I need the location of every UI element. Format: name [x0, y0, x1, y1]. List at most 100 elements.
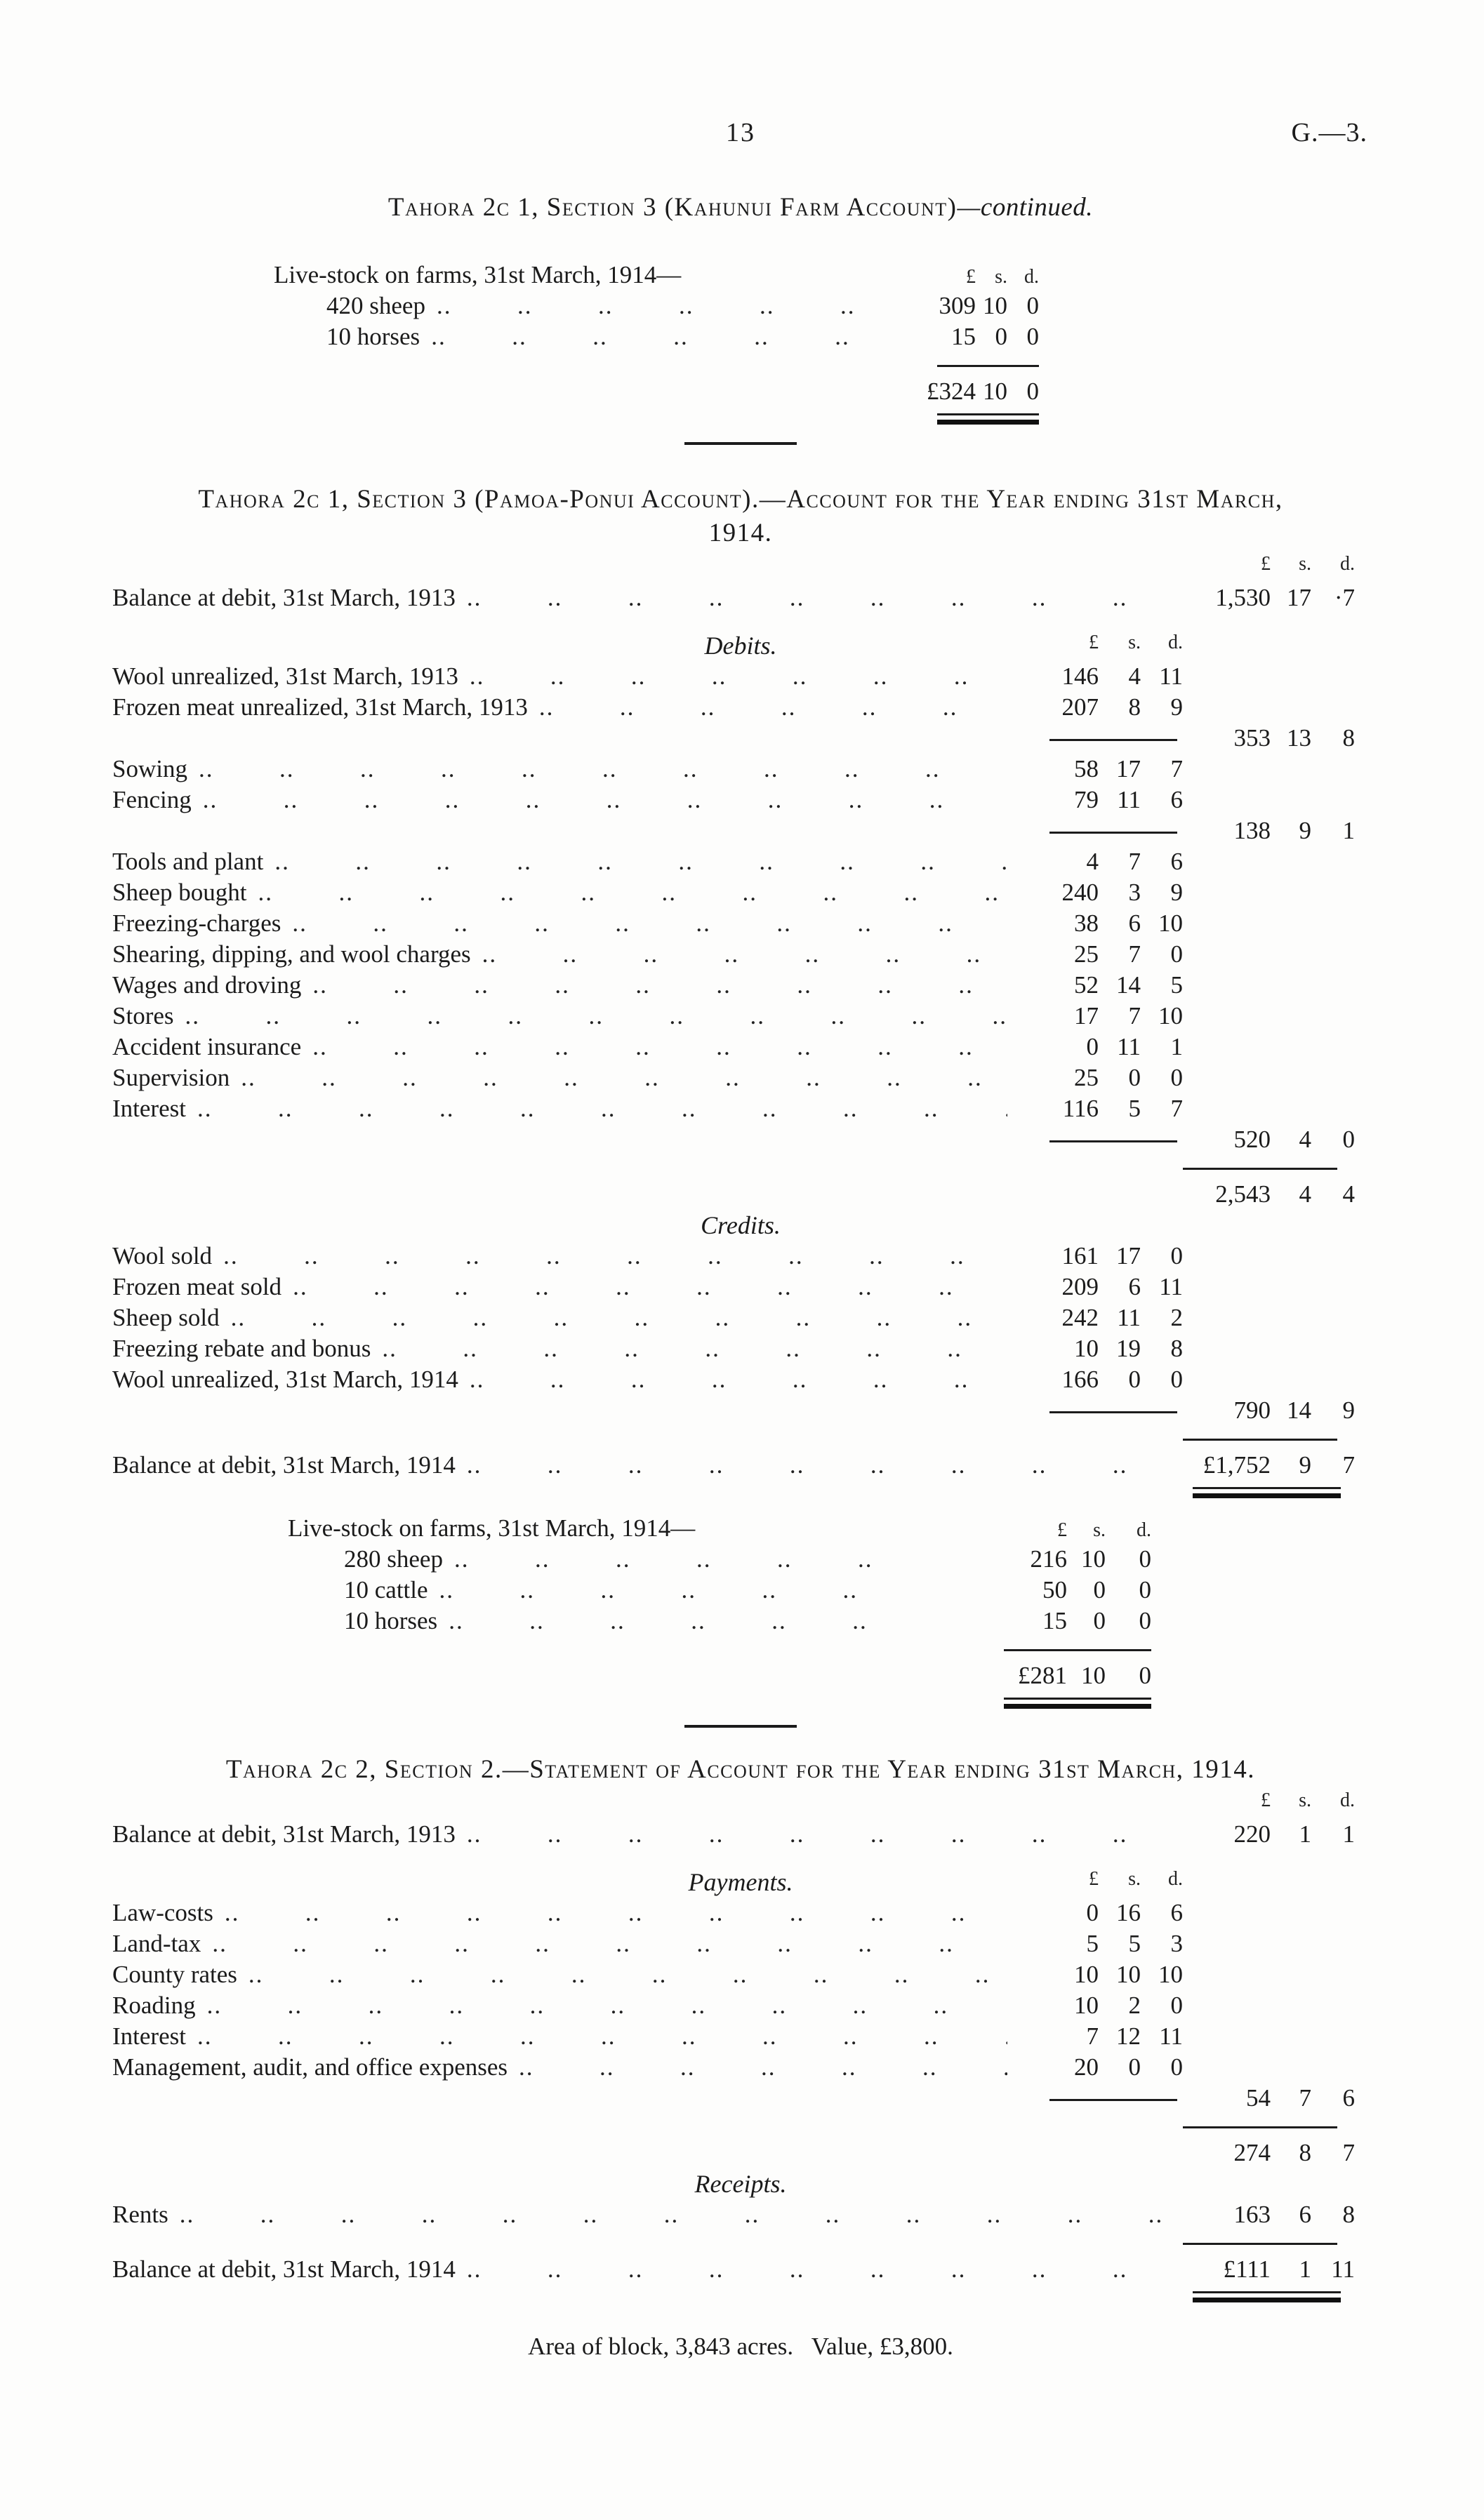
dot-leader: .. .. .. .. .. .. .. .. .. .. .. .. .. .… — [466, 1820, 1183, 1848]
label-cell: Management, audit, and office expenses..… — [112, 2053, 1007, 2081]
table-row: Wool unrealized, 31st March, 1914 .. .. .… — [112, 1366, 1369, 1396]
amount-cell: 11 — [1159, 662, 1183, 690]
amount-cell: 10 — [1116, 1961, 1141, 1988]
table-row: Sowing .. .. .. .. .. .. .. .. .. .. .. .… — [112, 755, 1369, 786]
label-cell: Wool unrealized, 31st March, 1914 .. .. .… — [112, 1366, 1007, 1394]
table-row: 2,543 4 4 — [112, 1180, 1369, 1211]
table-row — [112, 2115, 1369, 2139]
amount-cell: 11 — [1117, 786, 1141, 813]
dot-leader: .. .. .. .. .. .. .. .. .. .. .. .. .. .… — [466, 1451, 1183, 1479]
row-label: Fencing — [112, 786, 192, 813]
table-row: 280 sheep .. .. .. .. .. .. .. .. .. .. .… — [112, 1545, 1369, 1576]
rule-line — [1004, 1648, 1151, 1651]
row-label: County rates — [112, 1961, 237, 1988]
amount-cell: 9 — [1170, 879, 1184, 906]
row-label: Management, audit, and office expenses — [112, 2053, 508, 2081]
amount-cell: 6 — [1299, 2201, 1312, 2228]
label-cell: Supervision .. .. .. .. .. .. .. .. .. ..… — [112, 1064, 1007, 1092]
amount-cell: 7 — [1128, 1002, 1141, 1029]
row-label: Balance at debit, 31st March, 1914 — [112, 1451, 456, 1479]
table-row: 353 13 8 — [112, 724, 1369, 755]
amount-cell: 0 — [1026, 292, 1040, 319]
label-cell: Balance at debit, 31st March, 1914 .. .. … — [112, 2255, 1183, 2284]
label-cell: Shearing, dipping, and wool charges .. ..… — [112, 940, 1007, 968]
dot-leader: .. .. .. .. .. .. .. .. .. .. .. .. .. .… — [312, 1033, 1007, 1060]
dot-leader: .. .. .. .. .. .. .. .. .. .. .. .. .. .… — [198, 755, 1007, 782]
row-label: Freezing rebate and bonus — [112, 1335, 371, 1362]
title-line1: Tahora 2c 1, Section 3 (Pamoa-Ponui Acco… — [198, 485, 1283, 514]
table-row: Freezing-charges .. .. .. .. .. .. .. .. … — [112, 909, 1369, 940]
amount-cell: 0 — [995, 323, 1008, 350]
subtotal-rule — [1049, 1411, 1177, 1413]
money-column-header: £ — [1261, 1789, 1271, 1811]
amount-cell: 6 — [1128, 909, 1141, 937]
total-amount-cell: 0 — [1139, 1662, 1152, 1689]
table-row: £281 10 0 — [112, 1662, 1369, 1693]
subtotal-amount-cell: 9 — [1342, 1396, 1356, 1424]
amount-cell: 25 — [1074, 940, 1099, 968]
money-column-header: £ — [1089, 1868, 1099, 1890]
money-column-header: d. — [1340, 553, 1355, 575]
table-row: Accident insurance .. .. .. .. .. .. .. .… — [112, 1033, 1369, 1064]
amount-cell: 0 — [1170, 1064, 1184, 1091]
row-label: Frozen meat unrealized, 31st March, 1913 — [112, 693, 528, 721]
amount-cell: 0 — [1170, 940, 1184, 968]
amount-cell: 6 — [1170, 848, 1184, 875]
total-amount-cell: 0 — [1026, 378, 1040, 405]
row-label: Tools and plant — [112, 848, 264, 875]
table-row: County rates .. .. .. .. .. .. .. .. .. .… — [112, 1961, 1369, 1992]
label-cell: Freezing rebate and bonus .. .. .. .. .. … — [112, 1335, 1007, 1363]
amount-cell: 17 — [1116, 1242, 1141, 1269]
tahora2c2-account-table: £ s. d. Balance at debit, 31st March, 1913.… — [112, 1789, 1369, 2307]
amount-cell: 7 — [1128, 848, 1141, 875]
dot-leader: .. .. .. .. .. .. .. .. .. .. .. .. .. .… — [197, 1095, 1007, 1122]
table-row: Wages and droving .. .. .. .. .. .. .. ..… — [112, 971, 1369, 1002]
table-row: Frozen meat sold .. .. .. .. .. .. .. .. … — [112, 1273, 1369, 1304]
dot-leader: .. .. .. .. .. .. .. .. .. .. .. .. .. .… — [466, 584, 1183, 611]
label-cell: 10 horses .. .. .. .. .. .. .. .. .. .. .… — [112, 1607, 913, 1635]
amount-cell: 0 — [1139, 1545, 1152, 1573]
amount-cell: 17 — [1287, 584, 1311, 611]
row-label: Freezing-charges — [112, 909, 281, 937]
section-title-kahunui: Tahora 2c 1, Section 3 (Kahunui Farm Acc… — [112, 191, 1369, 225]
table-row: Balance at debit, 31st March, 1913 .. .. … — [112, 1820, 1369, 1851]
total-amount-cell: 4 — [1299, 1180, 1312, 1208]
amount-cell: 10 — [1074, 1961, 1099, 1988]
money-column-header: £ — [1057, 1519, 1067, 1541]
amount-cell: 11 — [1117, 1033, 1141, 1060]
amount-cell: 5 — [1170, 971, 1184, 999]
amount-cell: 1 — [1299, 2255, 1312, 2283]
amount-cell: 8 — [1170, 1335, 1184, 1362]
amount-cell: 0 — [1128, 1366, 1141, 1393]
page-number: 13 — [726, 118, 755, 147]
table-row: Balance at debit, 31st March, 1913 .. .. … — [112, 584, 1369, 615]
dot-leader: .. .. .. .. .. .. .. .. .. .. .. .. .. .… — [224, 1899, 1007, 1926]
table-row: Freezing rebate and bonus .. .. .. .. .. … — [112, 1335, 1369, 1366]
table-row — [112, 1482, 1369, 1503]
table-row — [112, 354, 1369, 378]
rule-line — [1183, 2242, 1337, 2245]
amount-cell: 79 — [1074, 786, 1099, 813]
rule-line — [1183, 1167, 1337, 1170]
amount-cell: 7 — [1128, 940, 1141, 968]
dot-leader: .. .. .. .. .. .. .. .. .. .. .. .. .. .… — [185, 1002, 1008, 1029]
total-amount-cell: £281 — [1018, 1662, 1067, 1689]
subtotal-rule — [1049, 2098, 1177, 2101]
money-column-header: £ — [1261, 553, 1271, 575]
table-row: Live-stock on farms, 31st March, 1914— £ s… — [112, 261, 1369, 292]
row-label: Sheep bought — [112, 879, 247, 906]
amount-cell: 7 — [1170, 755, 1184, 782]
subtotal-amount-cell: 4 — [1299, 1126, 1312, 1153]
row-label: Wages and droving — [112, 971, 302, 999]
amount-cell: 15 — [1042, 1607, 1067, 1634]
dot-leader: .. .. .. .. .. .. .. .. .. .. .. .. .. .… — [202, 786, 1007, 813]
amount-cell: 9 — [1170, 693, 1184, 721]
table-row: 790 14 9 — [112, 1396, 1369, 1427]
label-cell: County rates .. .. .. .. .. .. .. .. .. .… — [112, 1961, 1007, 1989]
table-row — [112, 1693, 1369, 1714]
amount-cell: 11 — [1331, 2255, 1355, 2283]
title-line2: 1914. — [708, 519, 773, 547]
amount-cell: 116 — [1062, 1095, 1099, 1122]
subtotal-amount-cell: 353 — [1233, 724, 1271, 752]
table-row: Roading .. .. .. .. .. .. .. .. .. .. .. … — [112, 1992, 1369, 2022]
